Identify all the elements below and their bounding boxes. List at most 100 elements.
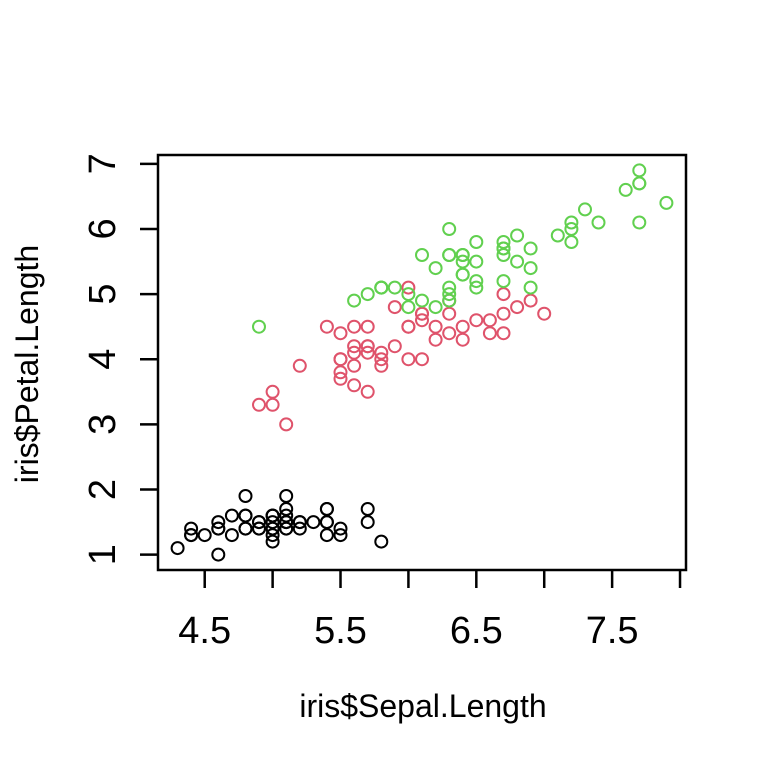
data-point-green — [496, 241, 511, 256]
plot-box — [156, 153, 688, 572]
y-tick-label: 7 — [82, 153, 124, 174]
data-point-red — [374, 358, 389, 373]
data-point-black — [224, 528, 239, 543]
data-point-green — [550, 228, 565, 243]
data-points — [170, 163, 674, 562]
data-point-red — [496, 326, 511, 341]
data-point-red — [374, 352, 389, 367]
data-point-red — [387, 339, 402, 354]
data-point-green — [428, 261, 443, 276]
data-point-green — [360, 287, 375, 302]
data-point-green — [523, 241, 538, 256]
data-point-green — [578, 202, 592, 217]
y-axis-ticks — [140, 162, 158, 556]
x-tick-label: 5.5 — [314, 610, 367, 652]
data-point-red — [360, 345, 375, 360]
data-point-red — [537, 306, 552, 321]
data-point-red — [319, 319, 334, 334]
data-point-red — [347, 319, 362, 334]
data-point-green — [442, 280, 457, 295]
data-point-black — [252, 515, 266, 530]
data-point-green — [387, 280, 402, 295]
data-point-black — [238, 489, 253, 503]
data-point-green — [496, 274, 511, 289]
data-point-black — [197, 528, 212, 543]
data-point-green — [347, 293, 362, 308]
data-point-black — [184, 528, 199, 543]
data-point-black — [374, 534, 389, 549]
data-point-black — [265, 521, 280, 536]
data-point-black — [360, 515, 375, 530]
data-point-black — [211, 521, 226, 536]
data-point-green — [469, 235, 484, 249]
data-point-black — [238, 521, 253, 536]
y-tick-label: 2 — [82, 479, 124, 500]
data-point-black — [279, 489, 294, 503]
data-point-green — [442, 248, 457, 262]
data-point-red — [279, 417, 294, 432]
x-axis-label: iris$Sepal.Length — [299, 688, 546, 724]
data-point-green — [510, 228, 525, 243]
y-tick-label: 5 — [82, 284, 124, 305]
data-point-red — [347, 358, 362, 373]
data-point-black — [360, 502, 375, 516]
data-point-green — [564, 235, 579, 249]
data-point-black — [279, 508, 294, 523]
data-point-red — [415, 352, 429, 367]
data-point-red — [401, 352, 416, 367]
data-point-red — [387, 300, 402, 315]
data-point-black — [211, 515, 226, 530]
data-point-green — [455, 248, 470, 262]
x-tick-label: 6.5 — [450, 610, 503, 652]
data-point-green — [469, 254, 484, 269]
data-point-green — [523, 280, 538, 295]
data-point-red — [401, 319, 416, 334]
data-point-green — [469, 274, 484, 289]
data-point-red — [415, 306, 429, 321]
data-point-red — [442, 326, 457, 341]
data-point-green — [618, 182, 633, 197]
data-point-black — [306, 515, 321, 530]
data-point-black — [292, 521, 307, 536]
data-point-red — [360, 319, 375, 334]
y-axis-label: iris$Petal.Length — [9, 245, 45, 483]
data-point-red — [292, 358, 307, 373]
data-point-black — [252, 521, 266, 536]
data-point-black — [333, 528, 348, 543]
x-tick-label: 4.5 — [178, 610, 231, 652]
y-axis-tick-labels: 1 2 3 4 5 6 7 — [82, 153, 124, 565]
data-point-red — [496, 306, 511, 321]
data-point-black — [292, 515, 307, 530]
data-point-red — [333, 326, 348, 341]
data-point-red — [347, 345, 362, 360]
data-point-black — [265, 528, 280, 543]
data-point-red — [252, 397, 266, 412]
data-point-green — [415, 248, 429, 262]
data-point-green — [469, 280, 484, 295]
data-point-red — [482, 326, 497, 341]
data-point-green — [415, 293, 429, 308]
y-tick-label: 6 — [82, 218, 124, 239]
data-point-black — [333, 521, 348, 536]
data-point-green — [442, 222, 457, 236]
data-point-green — [591, 215, 606, 230]
data-point-green — [496, 248, 511, 262]
data-point-black — [170, 541, 185, 556]
data-point-green — [401, 300, 416, 315]
data-point-black — [211, 547, 226, 562]
data-point-black — [184, 521, 199, 536]
data-point-red — [510, 300, 525, 315]
data-point-red — [415, 313, 429, 328]
data-point-green — [374, 280, 389, 295]
data-point-green — [564, 215, 579, 230]
data-point-red — [347, 378, 362, 393]
data-point-red — [360, 339, 375, 354]
data-point-red — [428, 332, 443, 347]
y-tick-label: 3 — [82, 414, 124, 435]
data-point-green — [252, 319, 266, 334]
data-point-green — [659, 195, 674, 210]
data-point-black — [319, 515, 334, 530]
data-point-green — [632, 215, 647, 230]
